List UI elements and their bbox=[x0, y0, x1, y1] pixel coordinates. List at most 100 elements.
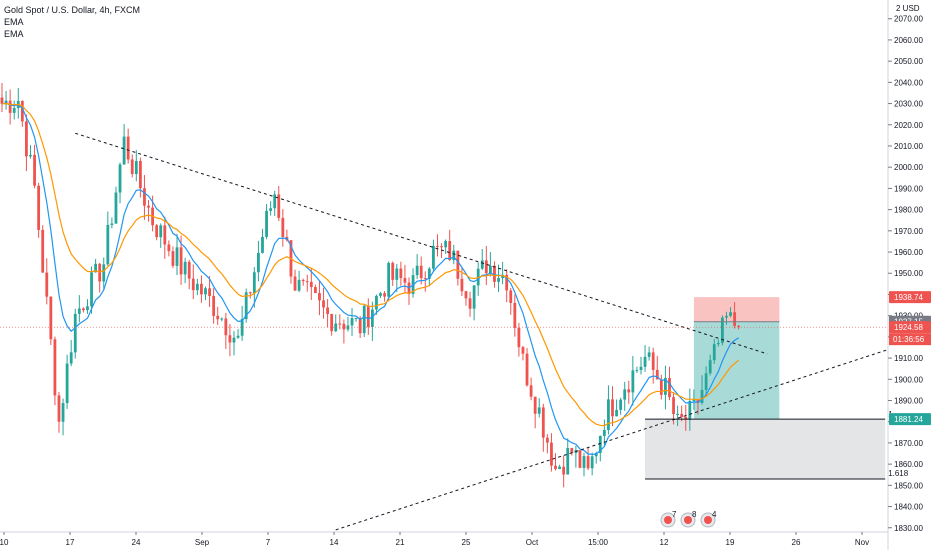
candle-body[interactable] bbox=[326, 307, 329, 315]
candle-body[interactable] bbox=[342, 323, 346, 330]
candle-body[interactable] bbox=[423, 278, 427, 280]
candle-body[interactable] bbox=[664, 378, 667, 395]
candle-body[interactable] bbox=[208, 288, 211, 296]
candle-body[interactable] bbox=[704, 373, 708, 390]
candle-body[interactable] bbox=[318, 293, 321, 301]
candle-body[interactable] bbox=[505, 274, 509, 291]
candle-body[interactable] bbox=[122, 136, 126, 165]
candle-body[interactable] bbox=[692, 399, 696, 401]
candle-body[interactable] bbox=[114, 192, 118, 224]
candle-body[interactable] bbox=[452, 250, 456, 261]
candle-body[interactable] bbox=[252, 272, 256, 294]
candle-body[interactable] bbox=[228, 335, 232, 343]
candle-body[interactable] bbox=[716, 342, 720, 345]
candle-body[interactable] bbox=[444, 241, 448, 248]
candle-body[interactable] bbox=[440, 246, 443, 248]
candle-body[interactable] bbox=[541, 407, 545, 438]
candle-body[interactable] bbox=[147, 205, 150, 208]
candle-body[interactable] bbox=[8, 100, 12, 113]
candle-body[interactable] bbox=[330, 314, 334, 332]
candle-body[interactable] bbox=[29, 154, 32, 157]
candle-body[interactable] bbox=[175, 247, 179, 266]
short-position-target-zone[interactable] bbox=[693, 321, 780, 420]
short-position-stop-zone[interactable] bbox=[693, 297, 780, 322]
candle-body[interactable] bbox=[240, 319, 244, 336]
candle-body[interactable] bbox=[65, 363, 69, 404]
candle-body[interactable] bbox=[472, 285, 476, 309]
candle-body[interactable] bbox=[375, 295, 378, 310]
candle-body[interactable] bbox=[53, 339, 57, 396]
candle-body[interactable] bbox=[187, 261, 191, 279]
candle-body[interactable] bbox=[737, 325, 741, 328]
candle-body[interactable] bbox=[517, 327, 521, 348]
candle-body[interactable] bbox=[191, 278, 195, 291]
candle-body[interactable] bbox=[562, 466, 566, 475]
descending-trendline[interactable] bbox=[75, 132, 768, 355]
candle-body[interactable] bbox=[313, 287, 317, 294]
candle-body[interactable] bbox=[521, 347, 525, 354]
candle-body[interactable] bbox=[635, 370, 639, 372]
candle-body[interactable] bbox=[427, 268, 431, 279]
candle-body[interactable] bbox=[497, 278, 500, 282]
candle-body[interactable] bbox=[297, 279, 301, 291]
candle-body[interactable] bbox=[419, 265, 423, 279]
ema-indicator-label[interactable]: EMA bbox=[4, 17, 24, 27]
candle-body[interactable] bbox=[659, 379, 663, 395]
ascending-trendline[interactable] bbox=[335, 349, 889, 531]
candle-body[interactable] bbox=[244, 292, 248, 320]
candle-body[interactable] bbox=[391, 262, 395, 280]
candle-body[interactable] bbox=[159, 225, 163, 238]
candle-body[interactable] bbox=[179, 247, 183, 275]
candle-body[interactable] bbox=[183, 261, 187, 275]
candle-body[interactable] bbox=[257, 252, 260, 273]
candle-body[interactable] bbox=[171, 251, 175, 266]
candle-body[interactable] bbox=[733, 312, 736, 326]
candle-body[interactable] bbox=[399, 268, 403, 279]
candle-body[interactable] bbox=[204, 288, 207, 295]
candle-body[interactable] bbox=[379, 293, 382, 296]
candle-body[interactable] bbox=[582, 456, 586, 468]
ema-line[interactable] bbox=[1, 102, 740, 427]
candle-body[interactable] bbox=[346, 325, 350, 330]
candle-body[interactable] bbox=[94, 263, 98, 273]
candle-body[interactable] bbox=[619, 399, 623, 410]
candle-body[interactable] bbox=[366, 305, 370, 327]
candle-body[interactable] bbox=[265, 210, 268, 237]
candle-body[interactable] bbox=[696, 399, 700, 404]
candle-body[interactable] bbox=[236, 335, 240, 338]
candle-body[interactable] bbox=[647, 352, 651, 357]
candle-body[interactable] bbox=[4, 100, 8, 104]
candle-body[interactable] bbox=[57, 395, 61, 422]
candle-body[interactable] bbox=[163, 225, 167, 245]
candle-body[interactable] bbox=[415, 265, 419, 276]
candle-body[interactable] bbox=[130, 159, 134, 174]
candle-body[interactable] bbox=[407, 282, 411, 294]
candle-body[interactable] bbox=[529, 385, 533, 397]
candle-body[interactable] bbox=[676, 413, 680, 415]
candle-body[interactable] bbox=[668, 378, 671, 398]
candle-body[interactable] bbox=[167, 244, 171, 252]
candle-body[interactable] bbox=[631, 370, 635, 393]
candle-body[interactable] bbox=[436, 245, 439, 247]
candle-body[interactable] bbox=[680, 413, 684, 417]
candle-body[interactable] bbox=[138, 160, 142, 189]
candle-body[interactable] bbox=[73, 313, 77, 353]
candle-body[interactable] bbox=[489, 265, 492, 274]
candle-body[interactable] bbox=[33, 154, 36, 186]
candle-body[interactable] bbox=[200, 283, 203, 295]
candle-body[interactable] bbox=[480, 260, 484, 269]
candle-body[interactable] bbox=[611, 399, 614, 417]
candle-body[interactable] bbox=[305, 281, 309, 283]
candle-body[interactable] bbox=[586, 456, 590, 469]
candle-body[interactable] bbox=[509, 290, 513, 303]
candle-body[interactable] bbox=[712, 344, 716, 361]
candle-body[interactable] bbox=[102, 264, 106, 282]
candle-body[interactable] bbox=[729, 312, 732, 316]
candle-body[interactable] bbox=[558, 466, 561, 470]
candle-body[interactable] bbox=[370, 309, 374, 327]
candle-body[interactable] bbox=[525, 353, 529, 386]
ema-indicator-label[interactable]: EMA bbox=[4, 29, 24, 39]
candle-body[interactable] bbox=[468, 298, 472, 309]
candle-body[interactable] bbox=[432, 245, 435, 269]
candle-body[interactable] bbox=[269, 208, 273, 211]
